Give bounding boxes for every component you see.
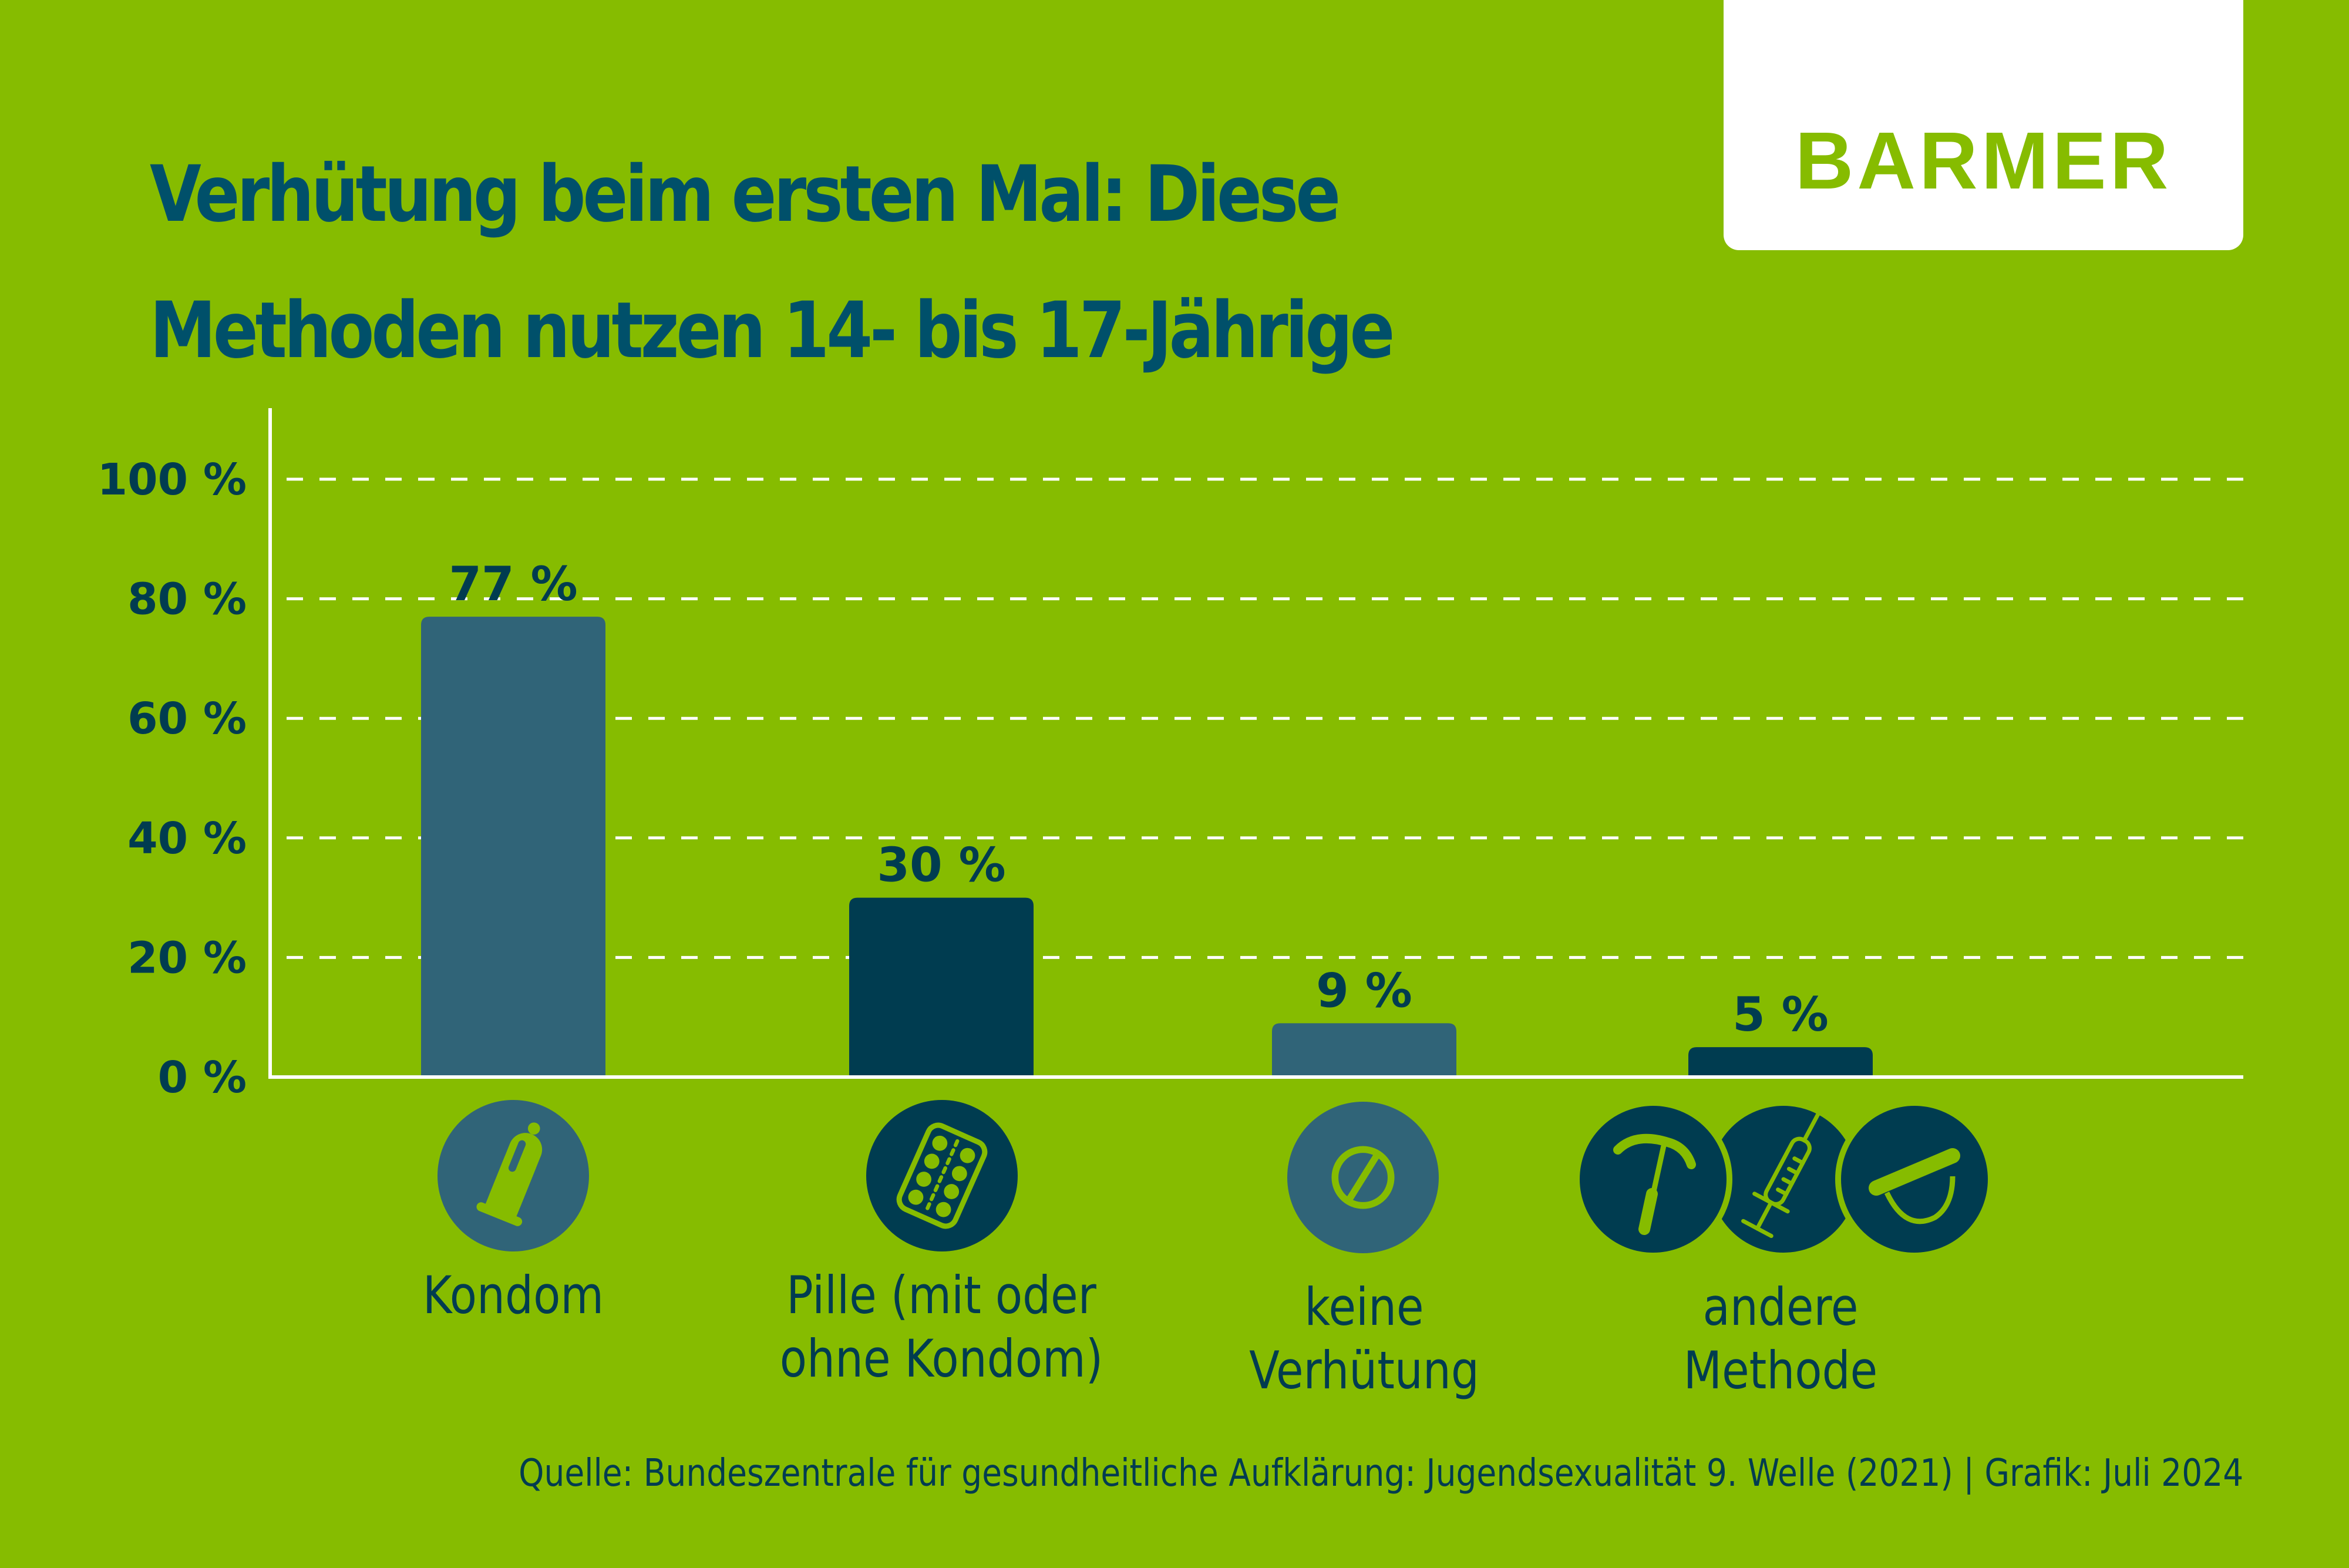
pill-blister-icon (866, 1100, 1018, 1251)
y-tick-label-0: 0 % (158, 1052, 247, 1103)
y-tick-label-20: 20 % (127, 933, 247, 983)
iud-icon (1574, 1100, 1732, 1259)
y-tick-label-60: 60 % (127, 694, 247, 744)
y-axis-ticks: 0 % 20 % 40 % 60 % 80 % 100 % (97, 455, 247, 1103)
bars (421, 617, 1873, 1077)
barmer-logo: BARMER (1724, 0, 2243, 250)
category-label-keine-verhuetung: keine Verhütung (1249, 1277, 1479, 1401)
y-tick-label-40: 40 % (127, 813, 247, 864)
title-line-2: Methoden nutzen 14- bis 17-Jährige (150, 285, 1395, 376)
category-label-kondom: Kondom (422, 1265, 604, 1325)
data-label-4: 5 % (1732, 987, 1829, 1042)
bar-2 (849, 897, 1034, 1077)
condom-icon (438, 1100, 589, 1251)
category-label-pille: Pille (mit oder ohne Kondom) (779, 1265, 1103, 1389)
logo-text: BARMER (1795, 116, 2172, 206)
y-tick-label-80: 80 % (127, 574, 247, 625)
data-labels: 77 % 30 % 9 % 5 % (449, 557, 1829, 1042)
bar-4 (1688, 1047, 1873, 1077)
no-symbol-icon (1287, 1102, 1439, 1253)
diaphragm-icon (1835, 1100, 1994, 1259)
bar-3 (1272, 1023, 1456, 1077)
bar-1 (421, 617, 605, 1077)
data-label-2: 30 % (877, 838, 1005, 893)
source-note: Quelle: Bundeszentrale für gesundheitlic… (518, 1452, 2243, 1495)
category-label-andere-methode: andere Methode (1683, 1277, 1878, 1401)
chart-title: Verhütung beim ersten Mal: Diese Methode… (150, 126, 1395, 399)
title-line-1: Verhütung beim ersten Mal: Diese (150, 149, 1341, 240)
data-label-1: 77 % (449, 557, 577, 611)
other-methods-icons (1574, 1100, 1994, 1259)
data-label-3: 9 % (1316, 963, 1412, 1018)
y-tick-label-100: 100 % (97, 455, 247, 505)
